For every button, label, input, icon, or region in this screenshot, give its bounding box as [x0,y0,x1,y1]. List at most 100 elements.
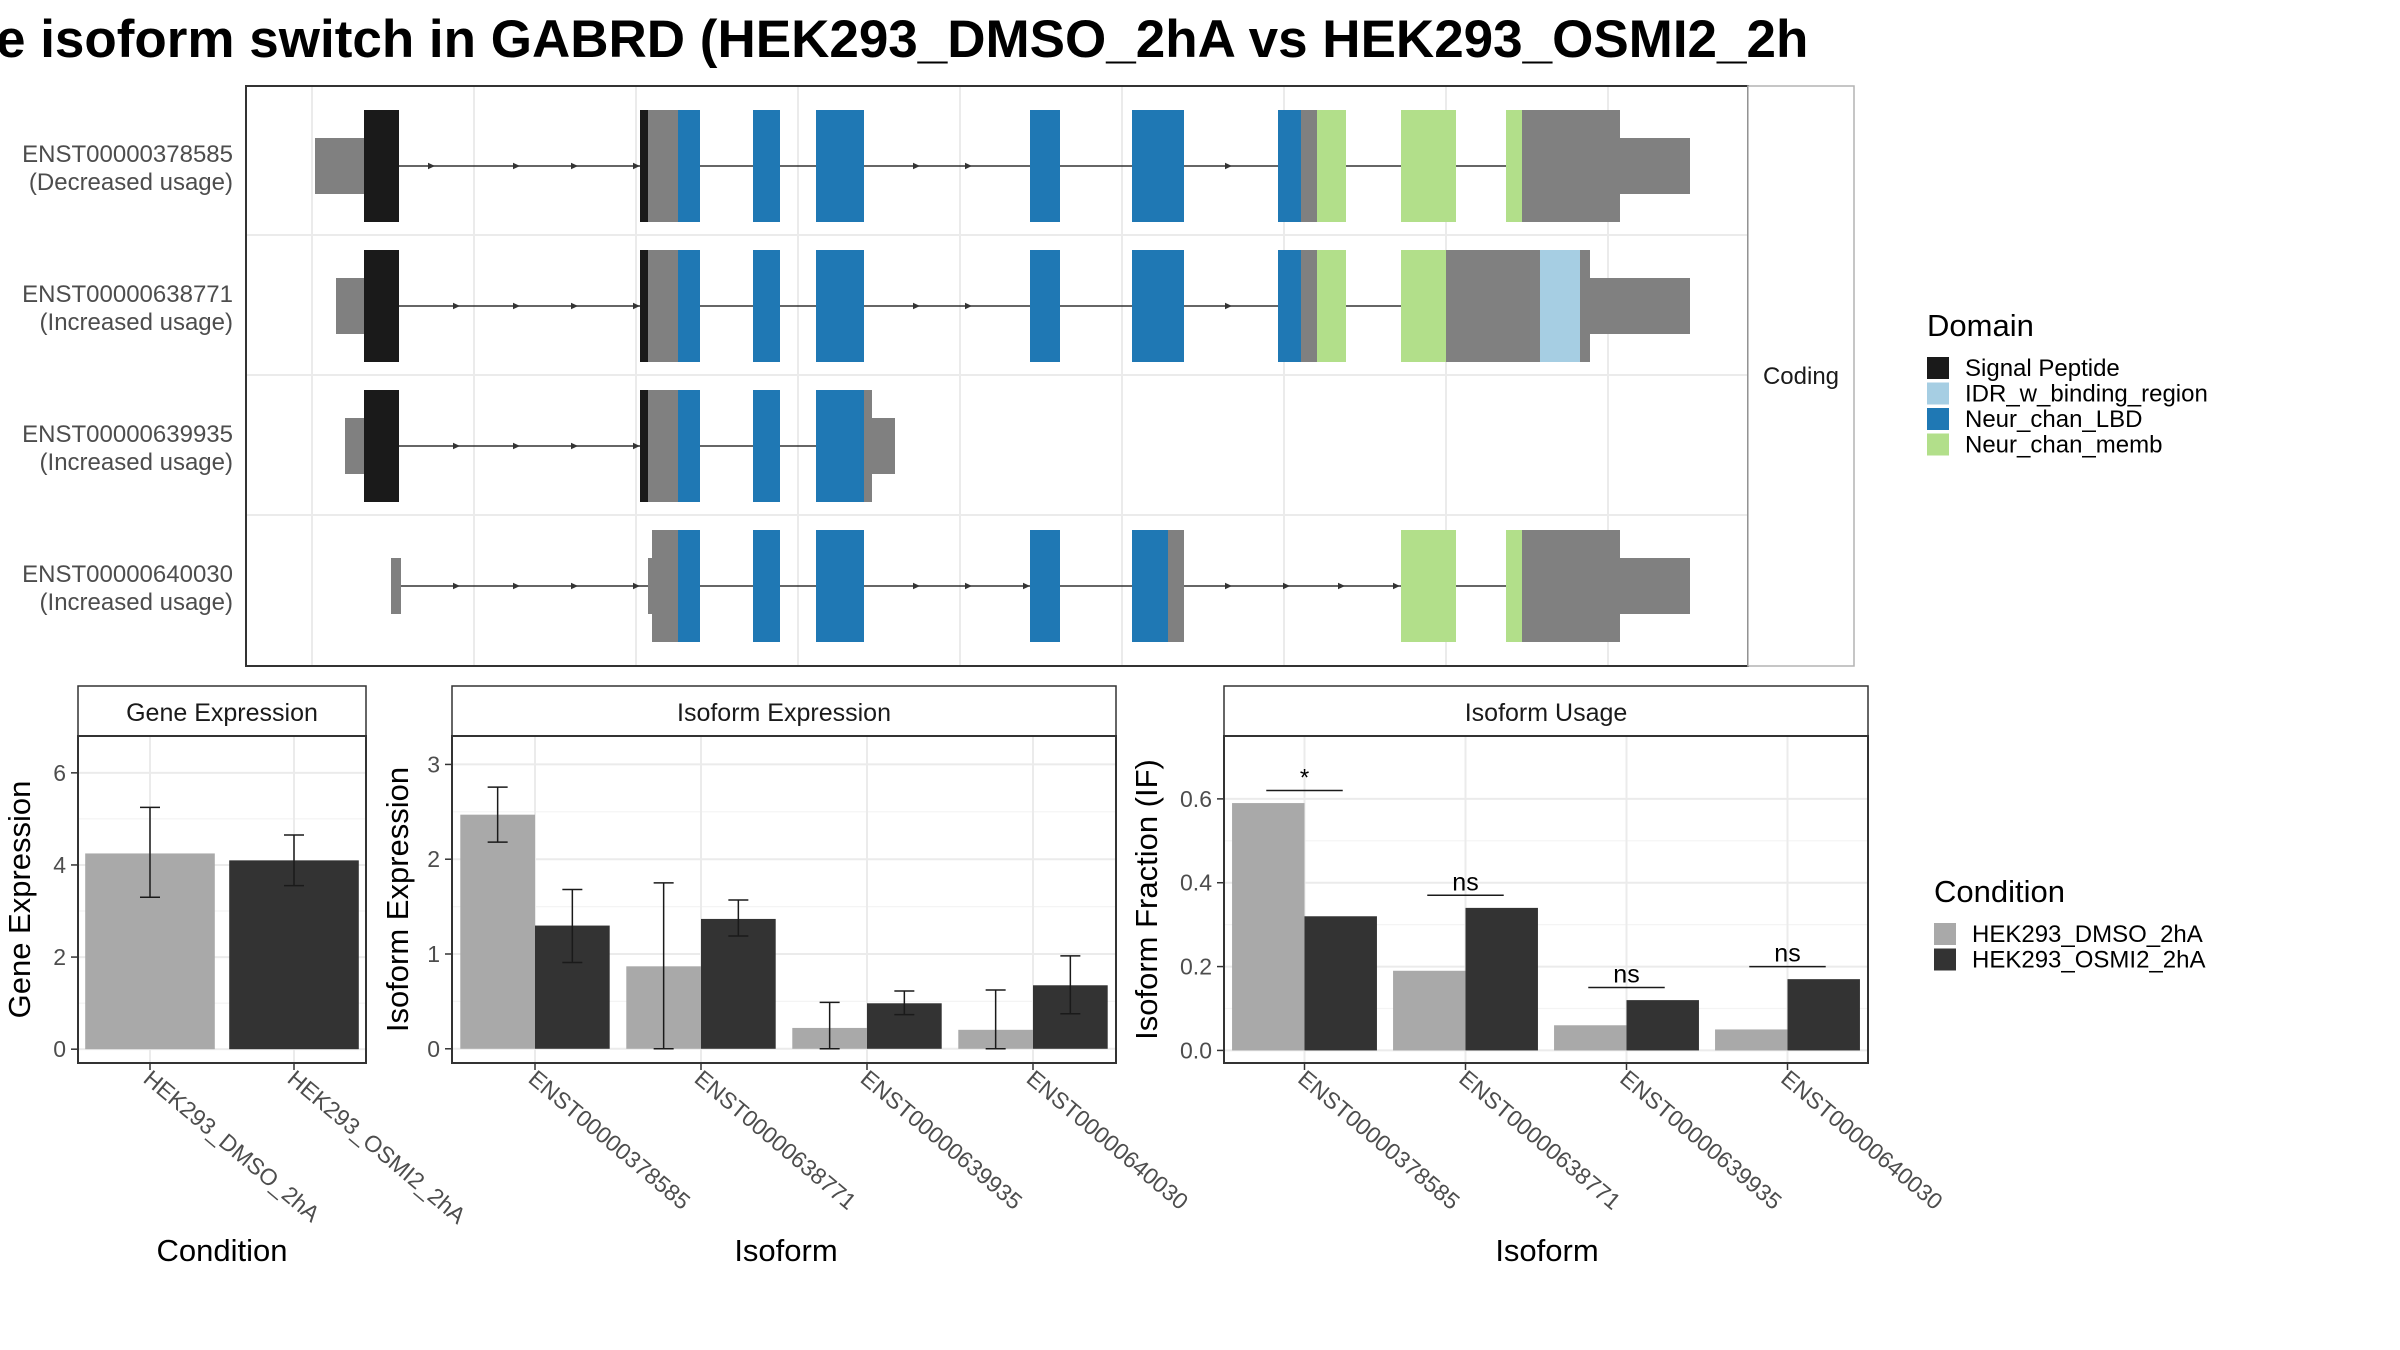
y-axis-title: Isoform Fraction (IF) [1129,759,1164,1040]
intron-arrow [571,162,578,170]
exon-block [640,250,648,362]
exon-block [753,530,780,642]
exon-block [364,110,399,222]
exon-block [1522,110,1620,222]
intron-arrow [453,442,460,450]
intron-arrow [1225,582,1232,590]
isoform-usage-label: (Increased usage) [40,309,233,336]
panel-title: Isoform Expression [677,699,891,727]
y-axis-title: Isoform Expression [380,767,415,1032]
exon-block [1301,250,1317,362]
exon-block [1278,250,1301,362]
isoform-id-label: ENST00000638771 [22,281,233,308]
transcript-track [315,110,1690,222]
condition-legend-title: Condition [1934,874,2065,909]
bar [229,860,359,1050]
y-tick-label: 0 [427,1036,440,1062]
exon-block [753,110,780,222]
intron-arrow [1023,582,1030,590]
domain-legend-item-label: Neur_chan_LBD [1965,406,2142,433]
panel-strip [451,685,1117,737]
isoform-id-label: ENST00000640030 [22,561,233,588]
exon-block [816,390,864,502]
plot-border [77,735,367,1064]
exon-block [1446,250,1540,362]
y-tick-label: 6 [53,760,66,786]
domain-legend-swatch [1927,408,1949,430]
intron-arrow [633,442,640,450]
exon-block [648,558,652,614]
bar [1393,970,1466,1051]
intron-arrow [913,582,920,590]
exon-block [753,250,780,362]
significance-label: ns [1613,961,1639,989]
bar [1304,916,1377,1051]
x-tick-label: ENST00000640030 [1022,1065,1194,1215]
figure-title: e isoform switch in GABRD (HEK293_DMSO_2… [0,10,1808,69]
intron-arrow [513,302,520,310]
intron-arrow [1338,582,1345,590]
transcript-track [391,530,1690,642]
isoform-usage-label: (Increased usage) [40,449,233,476]
condition-legend-item-label: HEK293_DMSO_2hA [1972,921,2203,948]
x-axis-title: Isoform [1495,1233,1598,1268]
exon-block [1278,110,1301,222]
exon-block [678,390,700,502]
intron-arrow [913,162,920,170]
transcript-structure-panel: Coding ENST00000378585(Decreased usage) EN… [22,85,1855,667]
exon-block [1132,110,1184,222]
legends: Domain Signal PeptideIDR_w_binding_region… [1927,308,2208,974]
y-tick-label: 1 [427,941,440,967]
exon-block [648,250,678,362]
exon-block [1030,530,1060,642]
y-tick-label: 2 [53,944,66,970]
x-tick-label: ENST00000638771 [690,1065,862,1215]
exon-block [1132,530,1168,642]
isoform-id-label: ENST00000378585 [22,141,233,168]
domain-legend-swatch [1927,357,1949,379]
bar [1465,907,1538,1051]
intron-arrow [913,302,920,310]
x-axis-title: Condition [157,1233,288,1268]
intron-arrow [965,302,972,310]
exon-block [1401,110,1456,222]
intron-arrow [571,582,578,590]
exon-block [678,530,700,642]
exon-block [1030,110,1060,222]
exon-block [678,110,700,222]
x-tick-label: ENST00000640030 [1776,1065,1948,1215]
intron-arrow [633,162,640,170]
y-axis-title: Gene Expression [2,781,37,1019]
exon-block [315,138,364,194]
exon-block [652,530,678,642]
panel-title: Isoform Usage [1465,699,1628,727]
condition-legend-item-label: HEK293_OSMI2_2hA [1972,947,2205,974]
x-tick-label: ENST00000378585 [524,1065,696,1215]
intron-arrow [571,442,578,450]
bar-panel: Gene Expression0246HEK293_DMSO_2hAHEK293… [2,685,471,1268]
exon-block [640,390,648,502]
coding-strip [1747,85,1855,667]
bar-panel: Isoform Usage 0.0 0.2 0.4 0.6 * ns ns ns ENST0000… [1129,685,1948,1268]
exon-block [1030,250,1060,362]
exon-block [872,418,895,474]
exon-block [1401,250,1446,362]
condition-legend-swatch [1934,923,1956,945]
coding-strip-label: Coding [1763,363,1839,390]
exon-block [1301,110,1317,222]
exon-block [1620,558,1690,614]
significance-label: * [1300,765,1309,792]
significance-label: ns [1774,940,1800,968]
intron-arrow [1393,582,1400,590]
exon-block [1317,250,1346,362]
domain-legend-item-label: IDR_w_binding_region [1965,381,2208,408]
bar [1626,1000,1699,1051]
y-tick-label: 4 [53,852,66,878]
x-tick-label: ENST00000638771 [1454,1065,1626,1215]
bar [1232,803,1305,1051]
y-tick-label: 0 [53,1036,66,1062]
intron-arrow [965,162,972,170]
panel-strip [1223,685,1869,737]
isoform-usage-label: (Decreased usage) [29,169,233,196]
panel-strip [77,685,367,737]
